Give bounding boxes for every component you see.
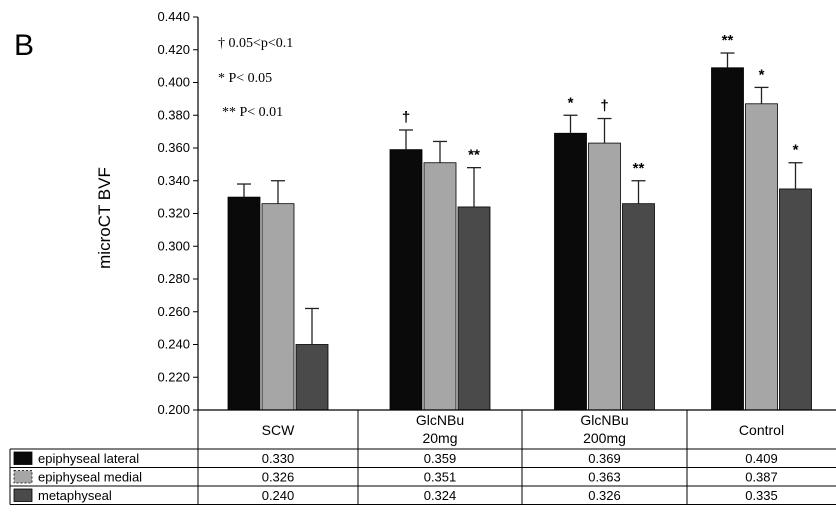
category-label: GlcNBu	[416, 412, 464, 428]
y-tick-label: 0.240	[157, 337, 190, 352]
category-label: GlcNBu	[580, 412, 628, 428]
bar	[588, 142, 621, 411]
bar	[261, 203, 295, 411]
significance-mark: **	[633, 160, 645, 177]
y-tick-label: 0.320	[157, 206, 190, 221]
table-cell: 0.409	[745, 451, 778, 466]
table-cell: 0.359	[424, 451, 457, 466]
y-axis-label: microCT BVF	[95, 167, 114, 269]
table-cell: 0.387	[745, 470, 778, 485]
sig-legend-dagger: † 0.05<p<0.1	[218, 36, 293, 51]
legend-label: metaphyseal	[38, 488, 112, 503]
significance-mark: †	[600, 98, 608, 115]
bar	[622, 203, 655, 411]
bars-group	[227, 67, 812, 411]
panel-label: B	[14, 29, 34, 62]
y-tick-label: 0.440	[157, 9, 190, 24]
legend-label: epiphyseal lateral	[38, 451, 139, 466]
y-tick-label: 0.280	[157, 271, 190, 286]
table-cell: 0.369	[588, 451, 621, 466]
bar	[423, 162, 457, 411]
table-cell: 0.240	[262, 488, 295, 503]
category-label: SCW	[262, 422, 295, 438]
bar	[295, 344, 329, 411]
significance-mark: *	[568, 94, 574, 111]
legend-swatch	[13, 451, 33, 465]
sig-legend-single: * P< 0.05	[218, 71, 272, 86]
error-bars-group	[237, 52, 803, 345]
significance-mark: *	[793, 142, 799, 159]
significance-mark: †	[402, 109, 410, 126]
significance-mark: **	[468, 147, 480, 164]
legend-swatch	[13, 470, 33, 484]
table-cell: 0.363	[588, 470, 621, 485]
y-axis: 0.200 0.220 0.240 0.260 0.280 0.300 0.320 0.340…	[157, 9, 198, 417]
y-tick-label: 0.220	[157, 369, 190, 384]
bar	[389, 149, 423, 411]
bar	[745, 103, 778, 411]
table-cell: 0.351	[424, 470, 457, 485]
bar	[779, 188, 812, 411]
data-table: SCW 0.330 0.326 0.240 GlcNBu 20mg 0.359 0.351 0.…	[9, 409, 836, 505]
category-label-sub: 200mg	[583, 430, 626, 446]
y-tick-label: 0.260	[157, 304, 190, 319]
y-tick-label: 0.340	[157, 173, 190, 188]
significance-legend: † 0.05<p<0.1 * P< 0.05 ** P< 0.01	[218, 36, 293, 120]
y-tick-label: 0.380	[157, 107, 190, 122]
category-label-sub: 20mg	[422, 430, 457, 446]
sig-legend-double: ** P< 0.01	[222, 105, 283, 120]
y-tick-label: 0.300	[157, 238, 190, 253]
table-cell: 0.335	[745, 488, 778, 503]
category-label: Control	[739, 422, 784, 438]
y-tick-label: 0.360	[157, 140, 190, 155]
table-cell: 0.324	[424, 488, 457, 503]
bar	[711, 67, 744, 411]
bar	[554, 132, 587, 411]
bar	[227, 196, 261, 411]
table-cell: 0.326	[588, 488, 621, 503]
table-cell: 0.326	[262, 470, 295, 485]
table-cell: 0.330	[262, 451, 295, 466]
bar	[457, 206, 491, 411]
y-tick-label: 0.420	[157, 42, 190, 57]
legend-swatch	[13, 488, 33, 502]
significance-marks-group: †*** †******	[402, 32, 799, 177]
significance-mark: *	[759, 66, 765, 83]
y-tick-label: 0.200	[157, 402, 190, 417]
series-legend: epiphyseal lateral epiphyseal medial metap…	[13, 451, 142, 503]
significance-mark: **	[722, 32, 734, 49]
y-tick-label: 0.400	[157, 75, 190, 90]
legend-label: epiphyseal medial	[38, 470, 142, 485]
